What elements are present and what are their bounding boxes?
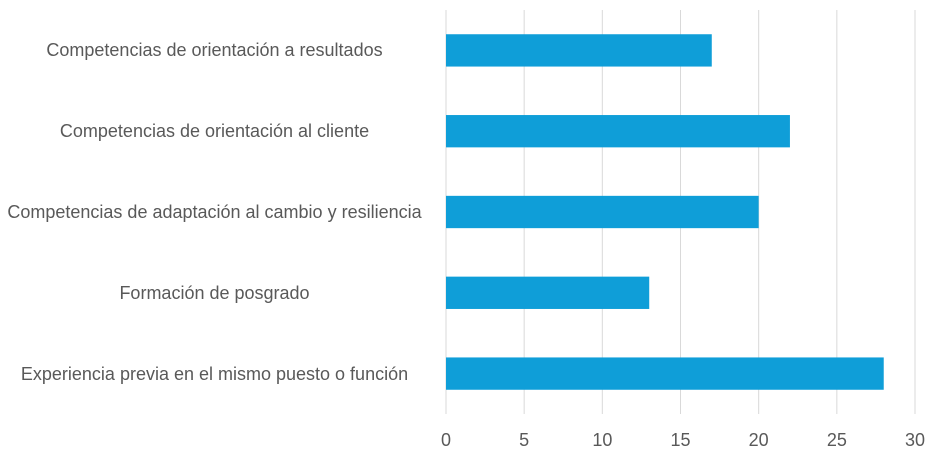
x-tick-label: 5 (519, 430, 529, 450)
x-tick-label: 15 (670, 430, 690, 450)
y-tick-label: Competencias de adaptación al cambio y r… (7, 202, 422, 222)
bar (446, 357, 884, 390)
x-tick-label: 10 (592, 430, 612, 450)
y-tick-label: Formación de posgrado (119, 282, 310, 303)
x-tick-label: 30 (905, 430, 925, 450)
bar (446, 276, 650, 309)
bar (446, 115, 790, 148)
y-tick-label: Competencias de orientación a resultados (46, 40, 383, 61)
bar (446, 34, 712, 67)
x-tick-label: 0 (441, 430, 451, 450)
y-tick-label: Competencias de orientación al cliente (59, 121, 370, 142)
x-tick-label: 20 (749, 430, 769, 450)
x-tick-label: 25 (827, 430, 847, 450)
y-tick-label: Experiencia previa en el mismo puesto o … (20, 363, 409, 384)
bar (446, 195, 759, 229)
